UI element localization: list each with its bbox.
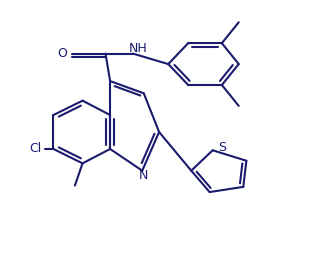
Text: Cl: Cl xyxy=(29,143,41,155)
Text: NH: NH xyxy=(128,42,147,55)
Text: N: N xyxy=(139,169,148,182)
Text: S: S xyxy=(218,141,226,154)
Text: O: O xyxy=(58,47,68,60)
